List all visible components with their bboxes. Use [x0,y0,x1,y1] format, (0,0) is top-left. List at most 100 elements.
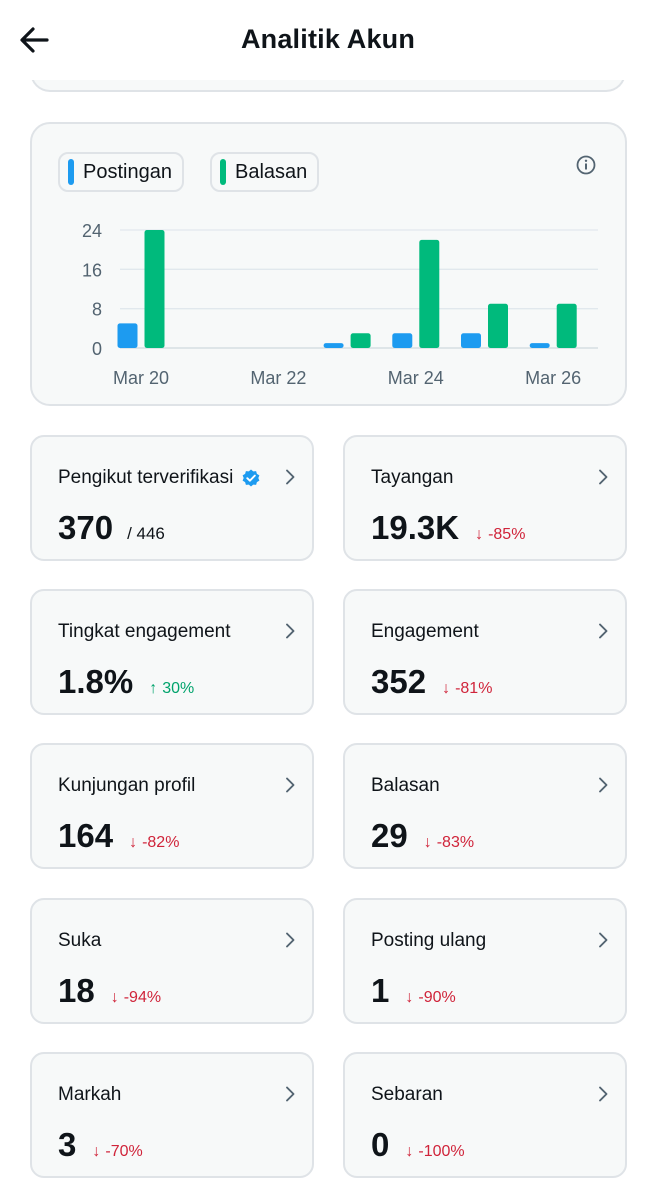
metric-label-row: Markah [58,1084,121,1106]
metric-value-row: 19.3K ↓ -85% [371,509,525,547]
metric-card[interactable]: Balasan 29 ↓ -83% [343,743,627,869]
metric-change-value: -90% [418,989,456,1006]
legend-balasan[interactable]: Balasan [210,152,320,192]
metric-value: 0 [371,1126,390,1163]
legend-swatch-postingan [68,159,74,185]
metric-value: 1 [371,972,390,1009]
x-tick-label: Mar 26 [525,368,581,388]
arrow-down-icon: ↓ [405,989,414,1006]
x-tick-label: Mar 20 [113,368,169,388]
bar-postingan[interactable] [117,323,138,348]
metric-card[interactable]: Tingkat engagement 1.8% ↑ 30% [30,589,314,715]
legend-label-postingan: Postingan [83,160,172,183]
metric-change: ↓ -83% [424,834,474,852]
metric-value-row: 3 ↓ -70% [58,1126,143,1164]
metric-card[interactable]: Pengikut terverifikasi 370 / 446 [30,435,314,561]
chevron-right-icon [599,1086,608,1102]
arrow-left-icon [20,27,49,53]
legend-postingan[interactable]: Postingan [58,152,184,192]
info-icon[interactable] [575,154,597,176]
bar-postingan[interactable] [461,333,481,348]
top-bar: Analitik Akun [0,0,656,80]
bar-balasan[interactable] [556,303,577,348]
metric-label: Kunjungan profil [58,775,196,796]
arrow-down-icon: ↓ [110,989,119,1006]
metric-label: Tingkat engagement [58,621,231,642]
metric-change: ↓ -81% [442,680,492,698]
metric-value: 18 [58,972,95,1009]
arrow-down-icon: ↓ [92,1143,101,1160]
y-tick-label: 24 [82,221,102,241]
y-tick-label: 0 [92,339,102,359]
metric-change-value: -85% [488,526,526,543]
metric-card[interactable]: Posting ulang 1 ↓ -90% [343,898,627,1024]
metric-change-value: -81% [455,680,493,697]
metric-card[interactable]: Tayangan 19.3K ↓ -85% [343,435,627,561]
arrow-down-icon: ↓ [405,1143,414,1160]
metric-card[interactable]: Engagement 352 ↓ -81% [343,589,627,715]
arrow-down-icon: ↓ [442,680,451,697]
chevron-right-icon [286,777,295,793]
bar-balasan[interactable] [144,230,165,348]
metric-label-row: Balasan [371,775,440,797]
bar-postingan[interactable] [392,333,413,348]
metric-label: Pengikut terverifikasi [58,467,234,488]
page-title: Analitik Akun [240,24,416,54]
chevron-right-icon [599,623,608,639]
metric-change-value: -100% [418,1143,465,1160]
metric-label: Tayangan [371,467,454,488]
metric-label-row: Suka [58,930,101,952]
bar-balasan[interactable] [350,333,371,348]
metric-value: 3 [58,1126,77,1163]
metric-value: 29 [371,817,408,854]
metric-value: 370 [58,509,114,546]
metric-value-row: 164 ↓ -82% [58,817,179,855]
metric-value-row: 1 ↓ -90% [371,972,456,1010]
metric-change: ↓ -70% [92,1143,142,1161]
metric-change: ↑ 30% [149,680,194,698]
metric-label-row: Tingkat engagement [58,621,231,643]
legend-label-balasan: Balasan [235,160,308,183]
metric-value-row: 29 ↓ -83% [371,817,474,855]
bar-postingan[interactable] [323,343,344,348]
bar-balasan[interactable] [419,239,440,348]
bar-balasan[interactable] [488,303,508,348]
metric-value: 164 [58,817,114,854]
metric-value: 19.3K [371,509,460,546]
chevron-right-icon [286,623,295,639]
metric-value-row: 18 ↓ -94% [58,972,161,1010]
metric-label: Engagement [371,621,479,642]
metric-change: ↓ -94% [111,989,161,1007]
metric-card[interactable]: Suka 18 ↓ -94% [30,898,314,1024]
metric-card[interactable]: Kunjungan profil 164 ↓ -82% [30,743,314,869]
bar-postingan[interactable] [529,343,550,348]
metric-label: Markah [58,1084,122,1105]
y-tick-label: 16 [82,260,102,280]
metric-value: 352 [371,663,427,700]
metric-label: Sebaran [371,1084,443,1105]
metric-change: ↓ -90% [405,989,455,1007]
x-tick-label: Mar 22 [250,368,306,388]
metric-change-value: -70% [105,1143,143,1160]
activity-chart-card: Postingan Balasan 0 8 16 24 Mar 20 Mar 22 Mar … [30,122,627,406]
arrow-up-icon: ↑ [149,680,158,697]
metric-label-row: Kunjungan profil [58,775,195,797]
metric-label-row: Posting ulang [371,930,486,952]
chevron-right-icon [599,777,608,793]
arrow-down-icon: ↓ [423,834,432,851]
metric-label: Balasan [371,775,440,796]
metric-change-value: 30% [162,680,195,697]
metric-change-value: -94% [123,989,162,1006]
metric-label-row: Tayangan [371,467,453,489]
metric-total: / 446 [127,524,165,543]
metric-card[interactable]: Markah 3 ↓ -70% [30,1052,314,1178]
back-button[interactable] [14,22,54,58]
arrow-down-icon: ↓ [129,834,138,851]
metric-value-row: 370 / 446 [58,509,165,547]
chevron-right-icon [599,469,608,485]
chevron-right-icon [599,932,608,948]
chevron-right-icon [286,469,295,485]
metric-change: ↓ -85% [475,526,525,544]
metric-change: ↓ -82% [129,834,179,852]
metric-card[interactable]: Sebaran 0 ↓ -100% [343,1052,627,1178]
